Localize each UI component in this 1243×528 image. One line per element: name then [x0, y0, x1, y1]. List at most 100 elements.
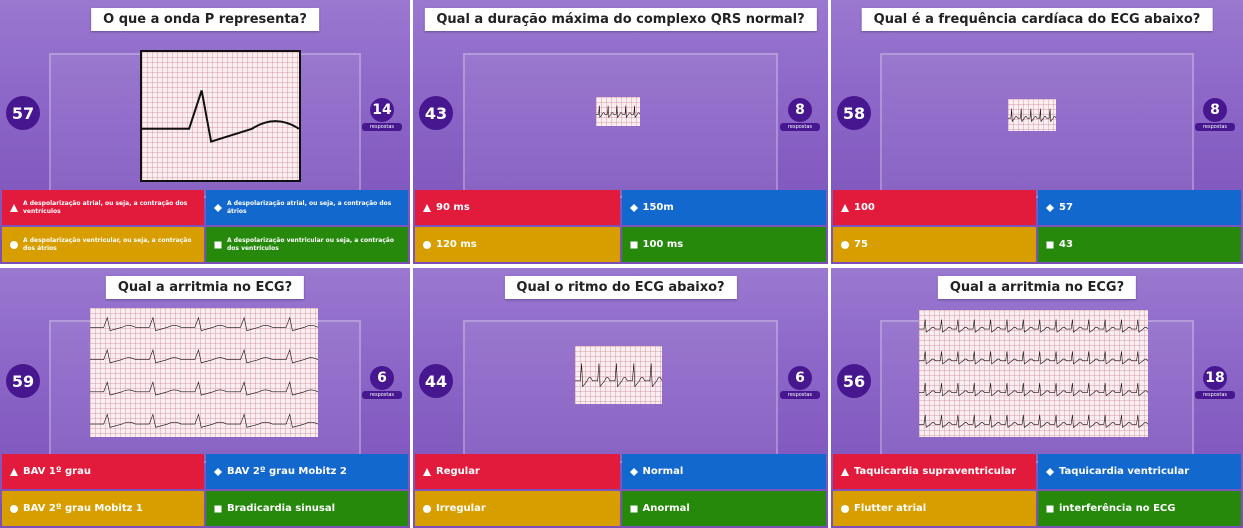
- answer-option: 100: [833, 190, 1036, 225]
- responses-label: respostas: [780, 123, 820, 131]
- ecg-trace: [90, 308, 318, 437]
- answer-shape: [423, 240, 431, 249]
- answer-text: BAV 2º grau Mobitz 1: [23, 503, 143, 514]
- responses-counter: 14 respostas: [362, 98, 402, 131]
- answer-shape: [10, 203, 18, 212]
- responses-count: 6: [370, 366, 394, 390]
- answer-text: 90 ms: [436, 202, 470, 213]
- answer-shape: [423, 203, 431, 212]
- ecg-trace: [596, 97, 640, 126]
- answer-option: Taquicardia supraventricular: [833, 454, 1036, 489]
- answer-shape: [214, 241, 222, 248]
- answer-text: BAV 2º grau Mobitz 2: [227, 466, 347, 477]
- answer-text: Taquicardia ventricular: [1059, 466, 1190, 477]
- answer-text: 120 ms: [436, 239, 477, 250]
- answer-option: 57: [1038, 190, 1241, 225]
- answer-option: Normal: [621, 454, 826, 489]
- answer-shape: [1046, 241, 1054, 248]
- answer-shape: [1046, 467, 1054, 476]
- responses-counter: 18 respostas: [1195, 366, 1235, 399]
- responses-counter: 8 respostas: [1195, 98, 1235, 131]
- answer-text: Irregular: [436, 503, 486, 514]
- answer-option: 100 ms: [621, 227, 826, 262]
- answer-text: 100 ms: [642, 239, 684, 250]
- ecg-trace: [142, 52, 299, 180]
- timer: 58: [837, 96, 871, 130]
- answer-option: BAV 2º grau Mobitz 1: [2, 491, 204, 526]
- responses-label: respostas: [780, 391, 820, 399]
- ecg-trace: [1008, 99, 1056, 131]
- answer-shape: [841, 467, 849, 476]
- timer: 44: [419, 364, 453, 398]
- quiz-panel: Qual o ritmo do ECG abaixo? 44 6 respostas R…: [413, 268, 828, 528]
- answer-shape: [841, 203, 849, 212]
- answer-shape: [630, 241, 637, 248]
- answer-option: Regular: [415, 454, 620, 489]
- question: Qual a duração máxima do complexo QRS no…: [424, 8, 817, 31]
- answer-shape: [214, 203, 222, 212]
- answer-shape: [214, 505, 222, 512]
- answer-option: 75: [833, 227, 1036, 262]
- question: O que a onda P representa?: [91, 8, 319, 31]
- answer-shape: [214, 467, 222, 476]
- responses-label: respostas: [1195, 391, 1235, 399]
- ecg-trace: [575, 346, 662, 404]
- answer-option: Anormal: [621, 491, 826, 526]
- answer-shape: [629, 203, 638, 212]
- answer-text: 57: [1059, 202, 1073, 213]
- answer-shape: [423, 504, 431, 513]
- answer-option: BAV 2º grau Mobitz 2: [206, 454, 408, 489]
- answer-text: BAV 1º grau: [23, 466, 91, 477]
- responses-count: 8: [1203, 98, 1227, 122]
- answer-option: Bradicardia sinusal: [206, 491, 408, 526]
- timer: 43: [419, 96, 453, 130]
- quiz-panel: Qual a arritmia no ECG? 59 6 respostas BAV 1…: [0, 268, 410, 528]
- answer-shape: [1046, 505, 1054, 512]
- answer-text: A despolarização atrial, ou seja, a cont…: [227, 199, 392, 215]
- responses-label: respostas: [362, 123, 402, 131]
- timer: 56: [837, 364, 871, 398]
- answer-shape: [630, 505, 637, 512]
- answer-text: Anormal: [642, 503, 690, 514]
- question: Qual a arritmia no ECG?: [937, 276, 1137, 299]
- responses-counter: 8 respostas: [780, 98, 820, 131]
- answer-shape: [1046, 203, 1054, 212]
- question: Qual é a frequência cardíaca do ECG abai…: [861, 8, 1213, 31]
- answer-text: 43: [1059, 239, 1073, 250]
- answer-text: 150m: [642, 202, 674, 213]
- answer-text: Normal: [642, 466, 684, 477]
- responses-count: 14: [370, 98, 394, 122]
- responses-label: respostas: [362, 391, 402, 399]
- answer-option: Flutter atrial: [833, 491, 1036, 526]
- answer-shape: [10, 240, 18, 249]
- answer-shape: [841, 504, 849, 513]
- answer-option: 90 ms: [415, 190, 620, 225]
- answer-text: Taquicardia supraventricular: [854, 466, 1017, 477]
- answer-text: A despolarização atrial, ou seja, a cont…: [23, 199, 188, 215]
- answer-text: A despolarização ventricular, ou seja, a…: [23, 236, 192, 252]
- ecg-image: [90, 308, 318, 437]
- quiz-panel: Qual a arritmia no ECG? 56 18 respostas Taqu…: [831, 268, 1243, 528]
- answer-option: Irregular: [415, 491, 620, 526]
- answer-option: 120 ms: [415, 227, 620, 262]
- answer-text: 75: [854, 239, 868, 250]
- ecg-image: [1008, 99, 1056, 131]
- answer-option: Taquicardia ventricular: [1038, 454, 1241, 489]
- answer-shape: [841, 240, 849, 249]
- answer-text: A despolarização ventricular ou seja, a …: [227, 236, 394, 252]
- ecg-image: [596, 97, 640, 126]
- question: Qual a arritmia no ECG?: [105, 276, 305, 299]
- ecg-image: [140, 50, 301, 182]
- answer-shape: [629, 467, 638, 476]
- ecg-trace: [919, 310, 1148, 437]
- answer-text: interferência no ECG: [1059, 503, 1176, 514]
- responses-counter: 6 respostas: [780, 366, 820, 399]
- answer-shape: [10, 467, 18, 476]
- answer-option: A despolarização atrial, ou seja, a cont…: [206, 190, 408, 225]
- responses-label: respostas: [1195, 123, 1235, 131]
- ecg-image: [919, 310, 1148, 437]
- answer-option: 43: [1038, 227, 1241, 262]
- answer-option: A despolarização ventricular ou seja, a …: [206, 227, 408, 262]
- question: Qual o ritmo do ECG abaixo?: [504, 276, 737, 299]
